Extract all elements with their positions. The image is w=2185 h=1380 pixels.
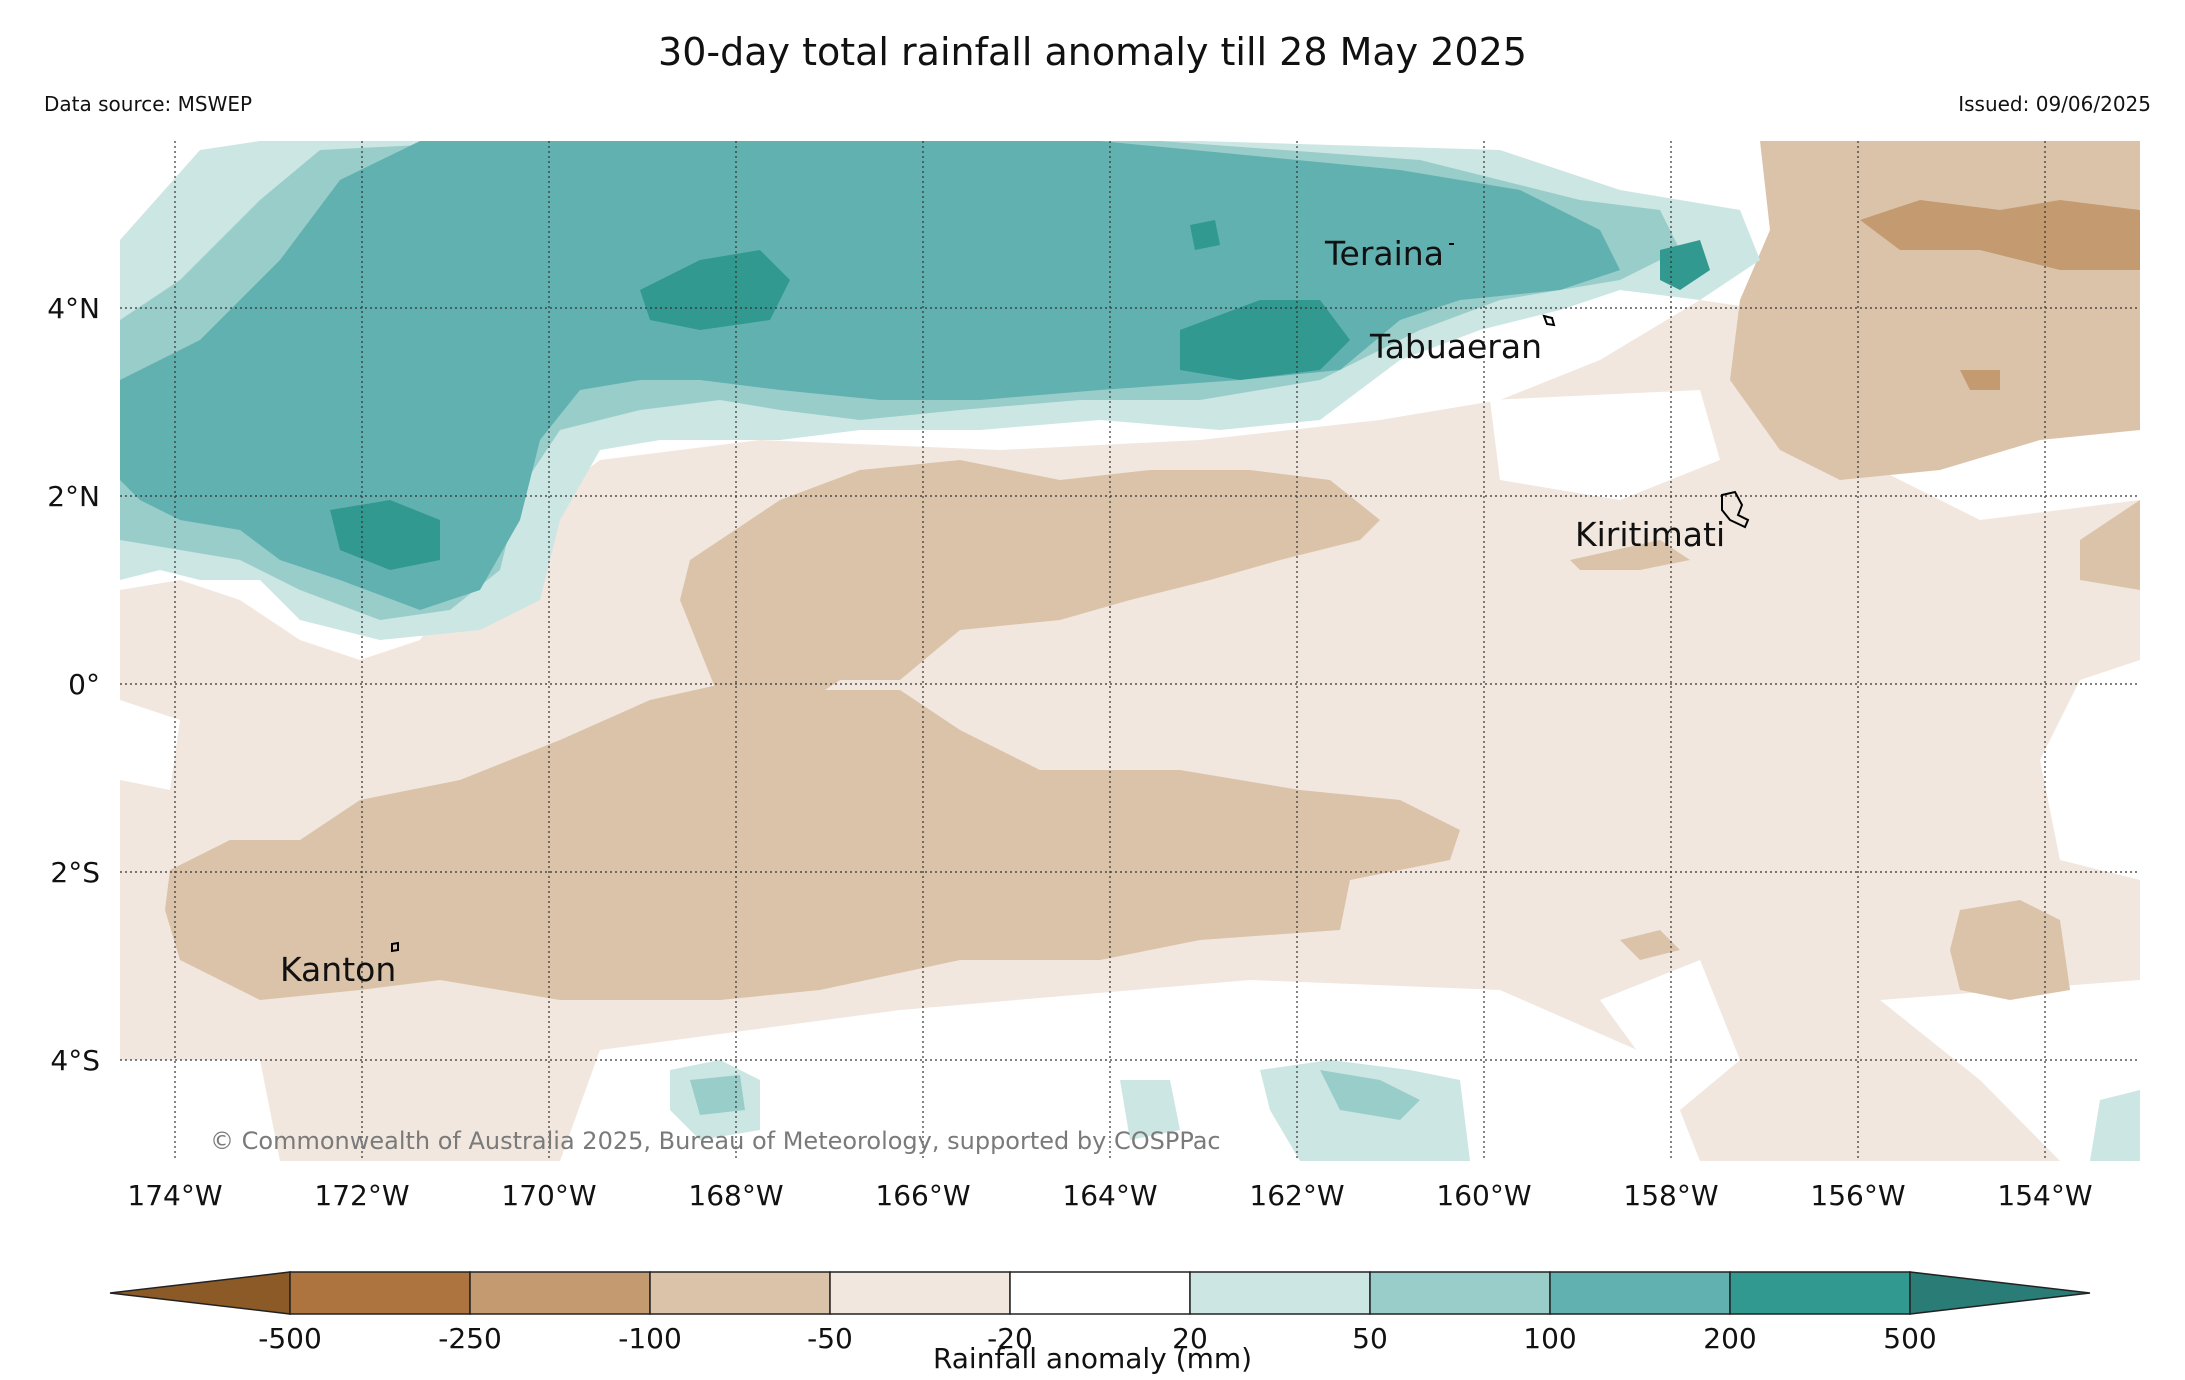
wet-patch-south-3 (1120, 1080, 1180, 1140)
wet-patch-southeast-edge (2090, 1090, 2140, 1161)
lon-tick-label: 170°W (501, 1179, 596, 1212)
colorbar-segment (469, 1271, 651, 1315)
place-label-kiritimati: Kiritimati (1575, 515, 1725, 554)
lat-tick-label: 0° (68, 668, 100, 701)
lat-tick-label: 4°S (50, 1044, 100, 1077)
colorbar-tick-label: -50 (807, 1322, 853, 1355)
colorbar: -500 -250 -100 -50 -20 20 50 100 200 500 (109, 1271, 2091, 1355)
lon-tick-label: 174°W (127, 1179, 222, 1212)
colorbar-tick-label: 500 (1883, 1322, 1936, 1355)
dry-patch-east (2080, 500, 2140, 590)
near-normal-region-far-east (1880, 980, 2140, 1161)
place-label-kanton: Kanton (280, 950, 396, 989)
very-wet-patch-1 (640, 250, 790, 330)
data-source-label: Data source: MSWEP (44, 92, 253, 116)
wet-patch-south-mid-2 (1320, 1070, 1420, 1120)
colorbar-extend-high (1909, 1271, 2091, 1315)
graticule (120, 141, 2140, 1161)
colorbar-segment (1369, 1271, 1551, 1315)
issued-date-label: Issued: 09/06/2025 (1958, 92, 2151, 116)
near-normal-region-east-edge (2040, 660, 2140, 880)
lon-tick-label: 168°W (688, 1179, 783, 1212)
near-normal-region-west-equator (120, 700, 180, 790)
kanton-island-outline (391, 941, 399, 953)
dry-patch-southeast (1950, 900, 2070, 1000)
colorbar-tick-label: -100 (618, 1322, 682, 1355)
colorbar-segment (1729, 1271, 1911, 1315)
dry-patch-kiritimati (1570, 540, 1690, 570)
colorbar-tick-label: 20 (1172, 1322, 1208, 1355)
wet-band-strong (120, 141, 1620, 610)
wet-patch-south-mid-1 (690, 1075, 745, 1115)
colorbar-tick-label: -20 (987, 1322, 1033, 1355)
map-title: 30-day total rainfall anomaly till 28 Ma… (658, 30, 1527, 74)
colorbar-tick-label: 200 (1703, 1322, 1756, 1355)
longitude-tick-labels: 174°W 172°W 170°W 168°W 166°W 164°W 162°… (127, 1179, 2092, 1212)
kiritimati-island-outline (1721, 490, 1750, 529)
very-wet-patch-5 (1660, 240, 1710, 290)
lat-tick-label: 4°N (47, 292, 100, 325)
very-dry-patch-east (1960, 370, 2000, 390)
colorbar-tick-label: 50 (1352, 1322, 1388, 1355)
dry-band-central (680, 460, 1380, 720)
lat-tick-label: 2°N (47, 480, 100, 513)
lon-tick-label: 166°W (875, 1179, 970, 1212)
colorbar-title: Rainfall anomaly (mm) (932, 1342, 1253, 1375)
colorbar-segment (649, 1271, 831, 1315)
lat-tick-label: 2°S (50, 856, 100, 889)
colorbar-tick-label: -250 (438, 1322, 502, 1355)
place-label-tabuaeran: Tabuaeran (1369, 327, 1542, 366)
place-label-teraina: Teraina (1324, 234, 1444, 273)
lon-tick-label: 172°W (314, 1179, 409, 1212)
very-wet-patch-3 (330, 500, 440, 570)
colorbar-segment (289, 1271, 471, 1315)
lon-tick-label: 154°W (1997, 1179, 2092, 1212)
near-normal-region-southeast-2 (1600, 960, 1740, 1110)
colorbar-tick-label: -500 (258, 1322, 322, 1355)
very-dry-patch-northeast (1860, 200, 2140, 270)
island-outlines (391, 243, 1750, 953)
lon-tick-label: 158°W (1623, 1179, 1718, 1212)
colorbar-tick-label: 100 (1523, 1322, 1576, 1355)
tabuaeran-island-outline (1542, 314, 1556, 327)
lon-tick-label: 160°W (1436, 1179, 1531, 1212)
dry-band-south (165, 680, 1460, 1000)
near-normal-region-east (1490, 390, 1720, 500)
very-wet-patch-2 (1180, 300, 1350, 380)
lon-tick-label: 156°W (1810, 1179, 1905, 1212)
dry-patch-south-central (1620, 930, 1680, 960)
copyright-notice: © Commonwealth of Australia 2025, Bureau… (210, 1127, 1221, 1155)
lon-tick-label: 164°W (1062, 1179, 1157, 1212)
colorbar-segment (1009, 1271, 1191, 1315)
colorbar-extend-low (109, 1271, 291, 1315)
colorbar-segment (829, 1271, 1011, 1315)
very-wet-patch-4 (1190, 220, 1220, 250)
dry-band-northeast (1730, 141, 2140, 480)
latitude-tick-labels: 4°N 2°N 0° 2°S 4°S (47, 292, 100, 1077)
place-labels: Teraina Tabuaeran Kiritimati Kanton (280, 234, 1725, 989)
near-normal-region-southwest (120, 1060, 280, 1161)
anomaly-map-field (120, 141, 2140, 1161)
colorbar-segment (1549, 1271, 1731, 1315)
lon-tick-label: 162°W (1249, 1179, 1344, 1212)
colorbar-segment (1189, 1271, 1371, 1315)
